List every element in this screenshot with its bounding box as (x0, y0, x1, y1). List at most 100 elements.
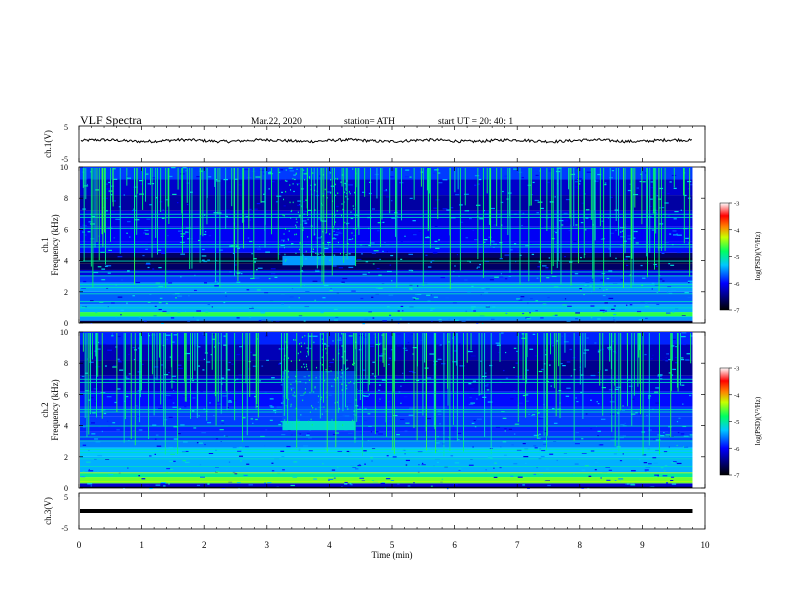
spectrogram-noise (644, 469, 649, 471)
spectrogram-noise (467, 349, 470, 352)
spectrogram-noise (372, 263, 375, 265)
spectrogram-noise (596, 401, 598, 403)
spectrogram-noise (667, 215, 671, 217)
spectrogram-sferic (186, 168, 188, 203)
spectrogram-noise (268, 171, 272, 174)
spectrogram-noise (210, 354, 213, 356)
spectrogram-noise (605, 179, 607, 181)
spectrogram-sferic (199, 168, 201, 263)
spectrogram-noise (337, 241, 339, 244)
spectrogram-noise (539, 207, 544, 210)
spectrogram-tone (80, 307, 693, 309)
spectrogram-sferic (359, 333, 361, 400)
spectrogram-noise (681, 332, 687, 334)
spectrogram-noise (293, 474, 296, 476)
spectrogram-noise (469, 396, 472, 399)
spectrogram-sferic (642, 333, 644, 456)
spectrogram-noise (166, 338, 169, 340)
spectrogram-noise (184, 406, 187, 408)
spectrogram-noise (111, 302, 115, 304)
spectrogram-noise (664, 241, 669, 243)
spectrogram-noise (83, 280, 87, 283)
spectrogram-noise (381, 379, 387, 381)
spectrogram-noise (420, 171, 424, 173)
spectrogram-sferic (321, 168, 323, 282)
spectrogram-noise (483, 239, 488, 241)
spectrogram-noise (676, 444, 678, 447)
spectrogram-band (80, 252, 693, 258)
spectrogram-noise (100, 392, 106, 394)
spectrogram-noise (337, 466, 339, 469)
spectrogram-noise (213, 346, 216, 348)
spectrogram-band (80, 483, 693, 488)
spectrogram-noise (193, 427, 197, 429)
spectrogram-sferic (358, 168, 360, 235)
spectrogram-noise (290, 484, 295, 487)
spectrogram-noise (120, 309, 124, 311)
spectrogram-noise (440, 276, 446, 279)
spectrogram-sferic (627, 333, 628, 407)
spectrogram-noise (269, 171, 271, 173)
spectrogram-noise (350, 217, 354, 220)
spectrogram-noise (97, 455, 103, 457)
spectrogram-noise (320, 193, 325, 195)
spectrogram-sferic (355, 168, 357, 188)
spectrogram-noise (458, 468, 462, 470)
spectrogram-noise (639, 459, 641, 461)
spectrogram-noise (378, 433, 383, 435)
spectrogram-tone (80, 246, 693, 248)
spectrogram-sferic (88, 333, 90, 435)
spectrogram-noise (669, 233, 672, 235)
spectrogram-sferic (413, 168, 415, 200)
spectrogram-sferic (618, 333, 620, 452)
spectrogram-noise (321, 333, 323, 335)
spectrogram-noise (107, 306, 109, 308)
ch1-voltage-ylabel: ch.1(V) (43, 130, 53, 158)
spectrogram-noise (619, 227, 625, 229)
spectrogram-noise (479, 263, 481, 266)
spectrogram-noise (90, 300, 94, 302)
spectrogram-noise (187, 320, 191, 322)
spectrogram-noise (561, 335, 564, 337)
spectrogram-sferic (658, 168, 660, 251)
spectrogram-band (80, 226, 693, 242)
spectrogram-noise (312, 406, 314, 409)
spectrogram-noise (167, 234, 169, 237)
spectrogram-noise (135, 405, 138, 407)
spectrogram-noise (562, 304, 567, 306)
spectrogram-noise (623, 258, 628, 260)
spectrogram-noise (160, 482, 166, 485)
spectrogram-noise (402, 372, 404, 374)
spectrogram-noise (657, 374, 663, 376)
spectrogram-noise (351, 290, 356, 292)
spectrogram-noise (433, 296, 438, 298)
spectrogram-sferic (316, 168, 318, 269)
spectrogram-noise (180, 424, 185, 426)
spectrogram-noise (683, 435, 689, 437)
spectrogram-sferic (134, 333, 136, 446)
spectrogram-sferic (177, 333, 179, 455)
spectrogram-noise (264, 445, 266, 447)
spectrogram-noise (152, 424, 157, 426)
spectrogram-sferic (362, 333, 363, 456)
spectrogram-noise (225, 295, 227, 297)
spectrogram-noise (276, 406, 282, 408)
spectrogram-noise (204, 231, 207, 233)
spectrogram-noise (625, 222, 630, 224)
spectrogram-sferic (206, 333, 208, 421)
spectrogram-noise (384, 487, 386, 489)
spectrogram-sferic (429, 168, 431, 249)
spectrogram-noise (600, 279, 604, 281)
spectrogram-sferic (322, 333, 324, 403)
time-tick-label-1: 1 (139, 540, 144, 550)
spectrogram-noise (309, 391, 311, 394)
spectrogram-noise (256, 202, 261, 205)
spectrogram-noise (147, 183, 151, 185)
spectrogram-noise (333, 230, 335, 232)
colorbar-tick-label-3: -6 (734, 446, 740, 453)
spectrogram-noise (217, 212, 222, 214)
spectrogram-noise (239, 446, 243, 449)
spectrogram-noise (186, 182, 190, 184)
spectrogram-noise (563, 212, 568, 214)
spectrogram-noise (585, 281, 590, 283)
